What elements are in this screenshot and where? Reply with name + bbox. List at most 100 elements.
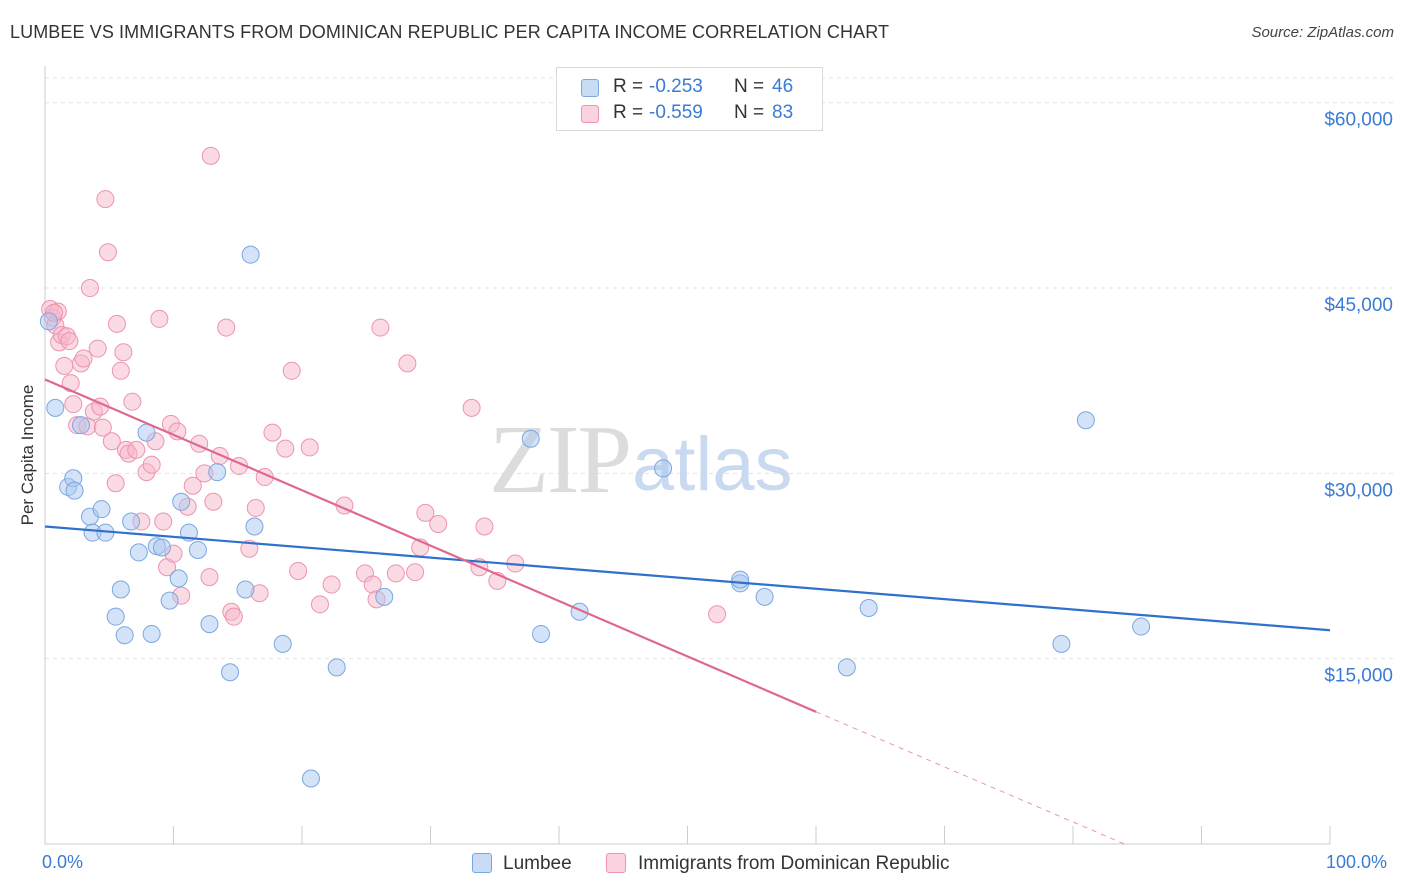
point-dominican xyxy=(406,563,425,582)
point-lumbee xyxy=(755,587,774,606)
point-lumbee xyxy=(160,591,179,610)
chart-title: LUMBEE VS IMMIGRANTS FROM DOMINICAN REPU… xyxy=(10,22,890,42)
point-lumbee xyxy=(236,580,255,599)
point-dominican xyxy=(310,595,329,614)
point-dominican xyxy=(114,343,133,362)
point-lumbee xyxy=(859,599,878,618)
point-dominican xyxy=(154,512,173,531)
point-lumbee xyxy=(172,492,191,511)
y-tick-labels: $15,000 $30,000 $45,000 $60,000 xyxy=(1324,110,1393,687)
point-lumbee xyxy=(111,580,130,599)
legend-label-lumbee: Lumbee xyxy=(503,853,572,874)
point-lumbee xyxy=(65,481,84,500)
point-dominican xyxy=(210,447,229,466)
point-dominican xyxy=(263,423,282,442)
trend-line-lumbee xyxy=(44,525,1331,632)
source-credit: Source: ZipAtlas.com xyxy=(1251,24,1394,41)
point-lumbee xyxy=(245,517,264,536)
point-lumbee xyxy=(208,463,227,482)
point-dominican xyxy=(102,432,121,451)
stats-swatch-lumbee xyxy=(581,79,599,97)
point-lumbee xyxy=(241,245,260,264)
point-dominican xyxy=(289,561,308,580)
y-tick-label: $60,000 xyxy=(1324,110,1393,131)
legend-swatch-dominican xyxy=(606,853,626,873)
stats-r-value: -0.559 xyxy=(649,102,703,123)
legend-label-dominican: Immigrants from Dominican Republic xyxy=(638,853,950,874)
point-dominican xyxy=(106,474,125,493)
watermark: ZIP atlas xyxy=(489,406,793,514)
point-dominican xyxy=(240,539,259,558)
point-dominican xyxy=(217,318,236,337)
y-tick-label: $45,000 xyxy=(1324,295,1393,316)
x-axis-min-label: 0.0% xyxy=(42,852,84,872)
stats-r-value: -0.253 xyxy=(649,76,703,97)
point-dominican xyxy=(88,339,107,358)
watermark-zip: ZIP xyxy=(489,406,630,514)
point-dominican xyxy=(107,314,126,333)
point-dominican xyxy=(93,418,112,437)
stats-n-value: 83 xyxy=(772,102,794,123)
point-lumbee xyxy=(115,626,134,645)
stats-r-label: R = xyxy=(613,102,644,123)
point-dominican xyxy=(60,332,79,351)
y-axis-title: Per Capita Income xyxy=(18,384,37,526)
trend-line-dominican-extension xyxy=(815,711,1125,845)
point-dominican xyxy=(55,356,74,375)
stats-n-value: 46 xyxy=(772,76,794,97)
legend: Lumbee Immigrants from Dominican Republi… xyxy=(0,850,1406,880)
stats-swatch-dominican xyxy=(581,105,599,123)
point-lumbee xyxy=(837,658,856,677)
scatter-points xyxy=(39,146,1151,788)
point-lumbee xyxy=(142,624,161,643)
point-dominican xyxy=(111,361,130,380)
point-dominican xyxy=(282,361,301,380)
stats-row-dominican: R = -0.559 N = 83 xyxy=(557,100,822,126)
point-dominican xyxy=(204,492,223,511)
point-dominican xyxy=(150,309,169,328)
grid-lines xyxy=(45,77,1394,660)
point-lumbee xyxy=(46,398,65,417)
y-tick-label: $15,000 xyxy=(1324,666,1393,687)
point-dominican xyxy=(200,568,219,587)
point-dominican xyxy=(416,503,435,522)
stats-box: R = -0.253 N = 46 R = -0.559 N = 83 xyxy=(556,67,823,131)
legend-swatch-lumbee xyxy=(472,853,492,873)
trend-lines xyxy=(44,378,1331,845)
stats-r-label: R = xyxy=(613,76,644,97)
stats-n-label: N = xyxy=(734,76,765,97)
point-lumbee xyxy=(106,607,125,626)
point-lumbee xyxy=(1076,411,1095,430)
trend-line-dominican xyxy=(44,378,817,713)
point-lumbee xyxy=(39,312,58,331)
point-lumbee xyxy=(129,543,148,562)
point-dominican xyxy=(300,438,319,457)
point-dominican xyxy=(142,455,161,474)
point-lumbee xyxy=(731,570,750,589)
stats-row-lumbee: R = -0.253 N = 46 xyxy=(557,74,822,100)
point-lumbee xyxy=(1052,634,1071,653)
point-lumbee xyxy=(200,615,219,634)
point-lumbee xyxy=(188,540,207,559)
point-lumbee xyxy=(221,663,240,682)
point-dominican xyxy=(462,398,481,417)
point-dominican xyxy=(371,318,390,337)
point-dominican xyxy=(74,349,93,368)
point-dominican xyxy=(96,190,115,209)
y-tick-label: $30,000 xyxy=(1324,480,1393,501)
point-lumbee xyxy=(654,459,673,478)
axes xyxy=(44,66,1331,845)
point-dominican xyxy=(224,607,243,626)
point-dominican xyxy=(98,243,117,262)
point-lumbee xyxy=(169,569,188,588)
point-dominican xyxy=(475,517,494,536)
point-dominican xyxy=(64,395,83,414)
point-dominican xyxy=(398,354,417,373)
point-lumbee xyxy=(92,500,111,519)
point-dominican xyxy=(80,279,99,298)
point-dominican xyxy=(123,392,142,411)
point-dominican xyxy=(276,439,295,458)
point-lumbee xyxy=(301,769,320,788)
point-lumbee xyxy=(71,416,90,435)
